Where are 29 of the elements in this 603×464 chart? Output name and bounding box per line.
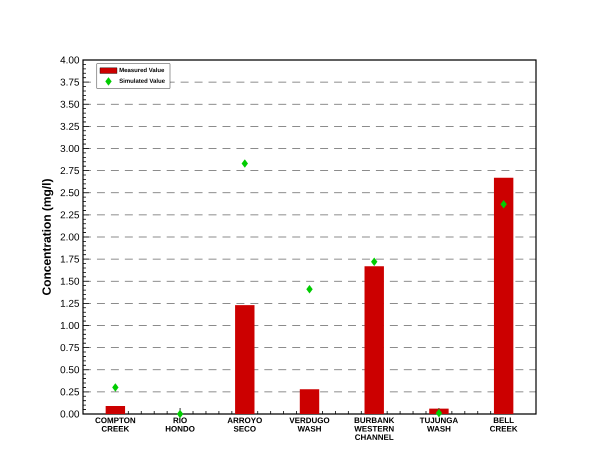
y-tick-label: 0.25	[60, 388, 80, 396]
y-tick-label: 1.50	[60, 278, 80, 285]
point	[371, 258, 378, 266]
y-tick-label: 1.25	[60, 300, 80, 307]
y-tick-label: 3.25	[60, 122, 80, 130]
y-tick-label: 2.75	[60, 167, 80, 174]
point	[306, 285, 313, 294]
y-tick-label: 3.50	[60, 100, 80, 108]
y-tick-label: 3.00	[60, 144, 80, 152]
y-tick-label: 0.00	[60, 410, 80, 418]
point	[242, 159, 248, 168]
y-tick-label: 0.75	[60, 344, 80, 352]
y-tick-label: 4.00	[60, 56, 80, 64]
bar	[235, 305, 254, 414]
bar	[106, 406, 126, 414]
y-tick-label: 3.75	[60, 78, 80, 86]
bar	[494, 178, 514, 414]
y-tick-label: 2.25	[60, 211, 80, 218]
y-tick-label: 2.00	[60, 233, 80, 241]
bar	[300, 389, 320, 414]
point	[436, 408, 442, 418]
point	[112, 383, 119, 392]
y-tick-label: 1.00	[60, 322, 80, 330]
y-tick-label: 2.50	[60, 189, 80, 196]
bar	[364, 266, 384, 414]
y-tick-label: 1.75	[60, 256, 80, 263]
y-axis-title: Concentration (mg/l)	[42, 179, 54, 295]
point	[500, 200, 507, 208]
y-tick-label: 0.50	[60, 366, 80, 374]
